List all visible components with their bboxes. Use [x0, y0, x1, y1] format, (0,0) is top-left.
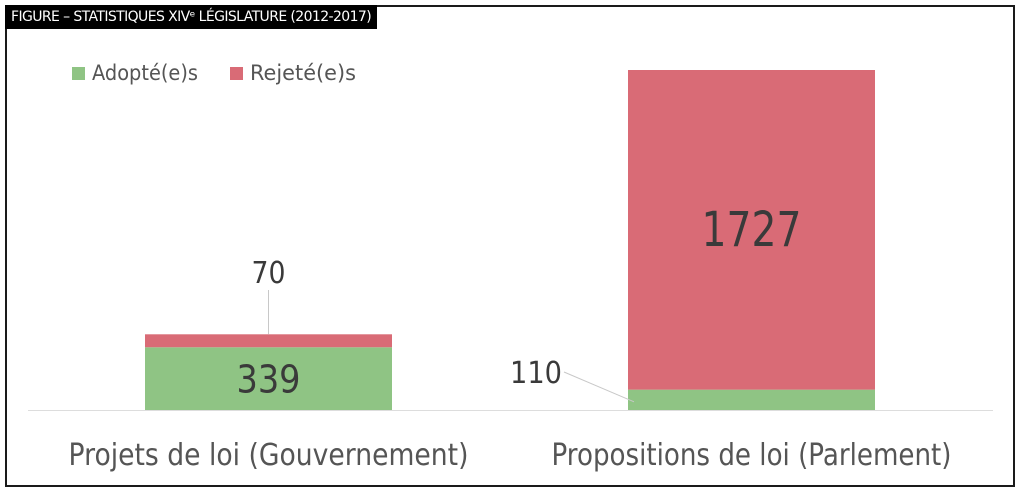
bar-rejected-1	[628, 70, 875, 390]
bar-rejected-0	[145, 334, 392, 348]
data-label-adopted-0: 339	[237, 358, 301, 402]
figure-title: FIGURE – STATISTIQUES XIVᵉ LÉGISLATURE (…	[5, 5, 378, 29]
legend-label-0: Adopté(e)s	[92, 61, 198, 85]
data-label-rejected-1: 1727	[702, 202, 802, 258]
x-tick-label-1: Propositions de loi (Parlement)	[552, 438, 952, 473]
bar-adopted-1	[628, 389, 875, 410]
bar-adopted-0	[145, 347, 392, 410]
legend-swatch-1	[230, 67, 243, 80]
legend-label-1: Rejeté(e)s	[250, 61, 356, 85]
leader-line-adopted-1	[563, 371, 635, 403]
legend-swatch-0	[72, 67, 85, 80]
x-tick-label-0: Projets de loi (Gouvernement)	[69, 438, 469, 473]
data-label-rejected-0: 70	[252, 256, 286, 291]
data-label-adopted-1: 110	[510, 356, 562, 391]
